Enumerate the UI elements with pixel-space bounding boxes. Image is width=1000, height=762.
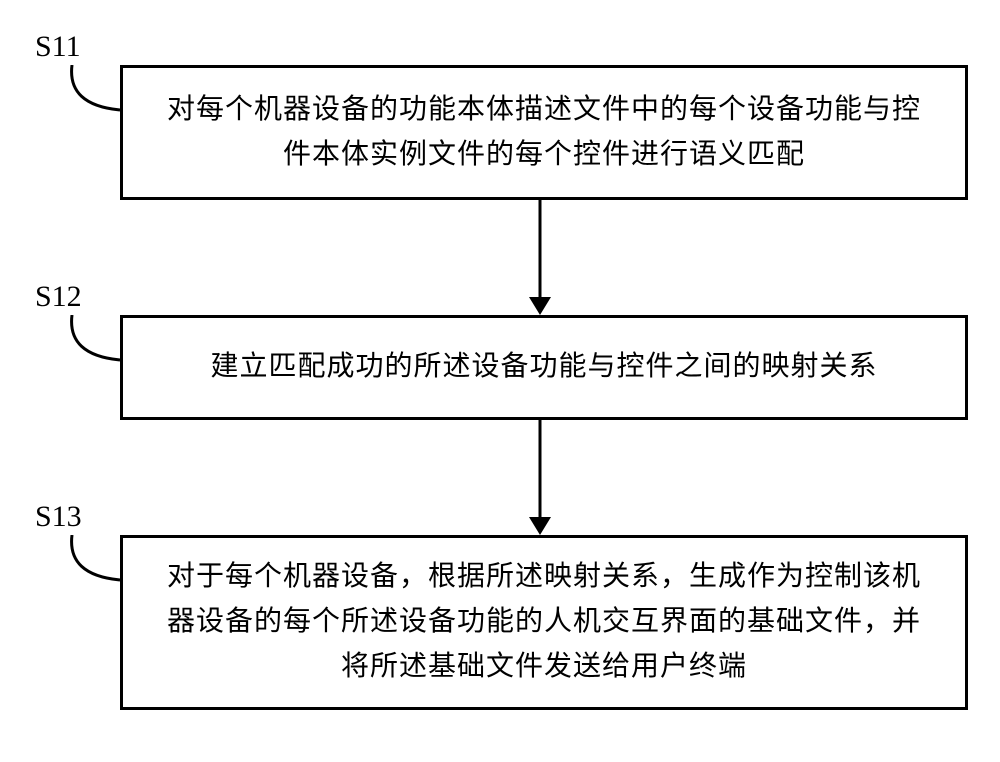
step-text-s11: 对每个机器设备的功能本体描述文件中的每个设备功能与控件本体实例文件的每个控件进行… [153,88,935,178]
step-text-s13: 对于每个机器设备，根据所述映射关系，生成作为控制该机器设备的每个所述设备功能的人… [153,555,935,689]
step-label-s12: S12 [35,280,82,314]
step-box-s13: 对于每个机器设备，根据所述映射关系，生成作为控制该机器设备的每个所述设备功能的人… [120,535,968,710]
step-text-s12: 建立匹配成功的所述设备功能与控件之间的映射关系 [210,345,877,390]
connector-s13 [62,535,122,595]
arrow-s12-s13 [529,420,551,535]
step-box-s11: 对每个机器设备的功能本体描述文件中的每个设备功能与控件本体实例文件的每个控件进行… [120,65,968,200]
step-box-s12: 建立匹配成功的所述设备功能与控件之间的映射关系 [120,315,968,420]
arrow-s11-s12 [529,200,551,315]
connector-s12 [62,315,122,375]
step-label-s13: S13 [35,500,82,534]
step-label-s11: S11 [35,30,81,64]
connector-s11 [62,65,122,125]
